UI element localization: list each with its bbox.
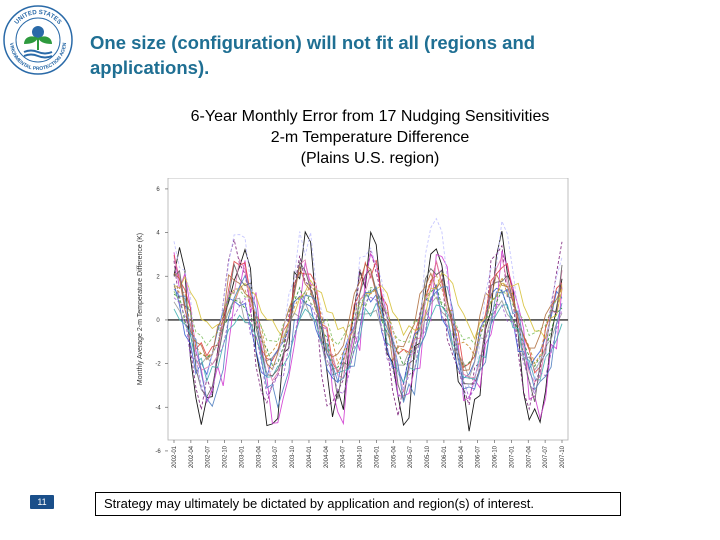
y-tick-label-1: 4 bbox=[156, 231, 160, 237]
x-tick-label-7: 2003-10 bbox=[290, 445, 296, 468]
chart-title-line-3: (Plains U.S. region) bbox=[300, 150, 440, 167]
x-tick-label-10: 2004-07 bbox=[341, 445, 347, 468]
y-axis-label: Monthly Average 2-m Temperature Differen… bbox=[137, 233, 144, 385]
x-tick-label-0: 2002-01 bbox=[172, 445, 178, 468]
series-line-11 bbox=[173, 290, 563, 403]
plot-frame bbox=[167, 177, 569, 441]
y-tick-label-0: 6 bbox=[156, 187, 160, 193]
page-number-badge: 11 bbox=[30, 495, 54, 509]
series-line-9 bbox=[173, 296, 563, 380]
left-sidebar: UNITED STATES ENVIRONMENTAL PROTECTION A… bbox=[0, 0, 78, 540]
x-tick-label-20: 2007-01 bbox=[509, 445, 515, 468]
series-line-12 bbox=[173, 255, 563, 392]
x-tick-label-21: 2007-04 bbox=[526, 445, 532, 468]
x-tick-label-17: 2006-04 bbox=[459, 445, 465, 468]
series-line-16 bbox=[173, 274, 563, 409]
x-tick-label-16: 2006-01 bbox=[442, 445, 448, 468]
x-tick-label-15: 2005-10 bbox=[425, 445, 431, 468]
x-tick-label-11: 2004-10 bbox=[358, 445, 364, 468]
x-tick-label-5: 2003-04 bbox=[256, 445, 262, 468]
x-tick-label-9: 2004-04 bbox=[324, 445, 330, 468]
epa-logo: UNITED STATES ENVIRONMENTAL PROTECTION A… bbox=[2, 4, 73, 75]
x-tick-label-13: 2005-04 bbox=[391, 445, 397, 468]
slide-title: One size (configuration) will not fit al… bbox=[90, 32, 536, 78]
x-tick-label-18: 2006-07 bbox=[476, 445, 482, 468]
series-line-1 bbox=[173, 230, 563, 432]
series-line-2 bbox=[173, 239, 563, 416]
chart-title: 6-Year Monthly Error from 17 Nudging Sen… bbox=[140, 106, 600, 169]
y-tick-label-2: 2 bbox=[156, 274, 160, 280]
x-tick-label-3: 2002-10 bbox=[223, 445, 229, 468]
x-tick-label-6: 2003-07 bbox=[273, 445, 279, 468]
x-tick-label-4: 2003-01 bbox=[239, 445, 245, 468]
chart-title-line-2: 2-m Temperature Difference bbox=[270, 129, 470, 146]
x-tick-label-8: 2004-01 bbox=[307, 445, 313, 468]
chart-svg: 6 4 2 0 -2 -4 -6 Monthly Average 2-m Temperatur… bbox=[137, 177, 569, 468]
x-tick-label-2: 2002-07 bbox=[206, 445, 212, 468]
series-line-15 bbox=[173, 263, 563, 371]
x-tick-label-22: 2007-07 bbox=[543, 445, 549, 468]
x-tick-label-14: 2005-07 bbox=[408, 445, 414, 468]
series-line-10 bbox=[173, 302, 563, 383]
y-tick-label-3: 0 bbox=[156, 318, 160, 324]
series-line-13 bbox=[173, 260, 563, 403]
x-tick-label-19: 2006-10 bbox=[493, 445, 499, 468]
series-line-5 bbox=[173, 284, 563, 370]
x-tick-label-23: 2007-10 bbox=[560, 445, 566, 468]
series-line-8 bbox=[173, 274, 563, 366]
footer-note: Strategy may ultimately be dictated by a… bbox=[95, 492, 621, 516]
series-line-17 bbox=[173, 217, 563, 397]
y-tick-label-4: -2 bbox=[155, 362, 161, 368]
chart-title-line-1: 6-Year Monthly Error from 17 Nudging Sen… bbox=[190, 108, 550, 125]
x-tick-label-12: 2005-01 bbox=[374, 445, 380, 468]
series-line-6 bbox=[173, 283, 563, 385]
y-tick-label-6: -6 bbox=[155, 449, 161, 455]
x-tick-label-1: 2002-04 bbox=[189, 445, 195, 468]
y-tick-label-5: -4 bbox=[155, 405, 161, 411]
line-chart: 6 4 2 0 -2 -4 -6 Monthly Average 2-m Temperatur… bbox=[130, 177, 575, 478]
